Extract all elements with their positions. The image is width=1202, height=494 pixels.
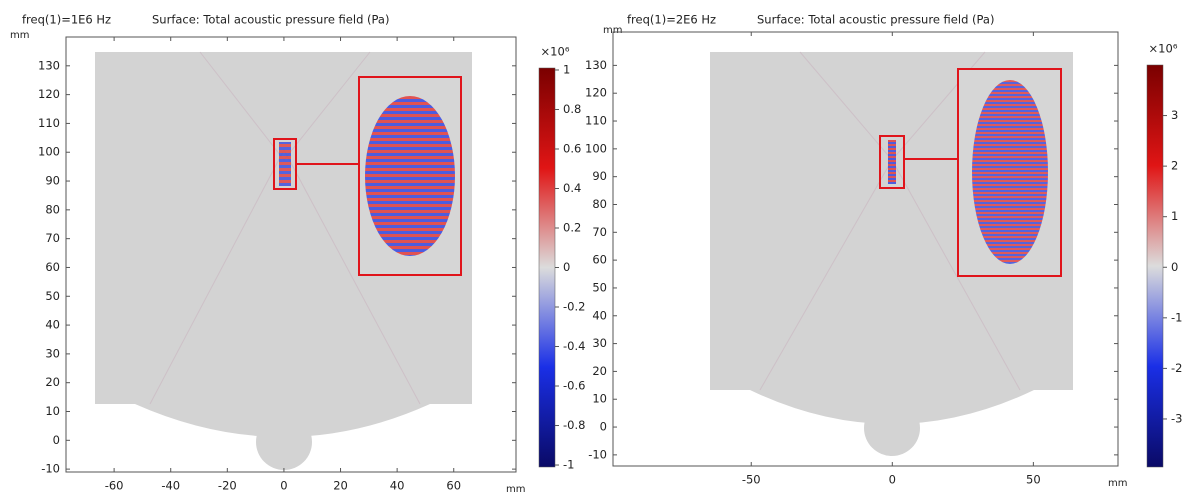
y-tick-label: 90 [592,169,607,183]
colorbar-tick-label: 0.8 [563,102,581,116]
x-tick-label: 60 [446,479,461,493]
y-tick-label: 30 [45,346,60,360]
y-axis-label: mm [603,25,622,36]
y-tick-label: 130 [38,58,60,72]
y-tick-label: 40 [592,308,607,322]
colorbar-tick-label: 0 [1171,260,1178,274]
plot-frame [65,36,517,473]
colorbar-multiplier: ×10⁶ [1149,42,1178,56]
title: freq(1)=2E6 Hz [627,13,716,27]
y-tick-label: -10 [41,462,60,476]
x-tick-label: -40 [161,479,180,493]
x-tick-label: -20 [218,479,237,493]
colorbar-tick-label: -0.6 [563,379,585,393]
colorbar-tick-label: 0.6 [563,141,581,155]
colorbar-tick-label: -0.4 [563,339,585,353]
colorbar-tick-label: -3 [1171,411,1182,425]
subtitle: Surface: Total acoustic pressure field (… [152,13,389,27]
y-tick-label: 50 [592,280,607,294]
y-tick-label: 30 [592,336,607,350]
x-tick-label: -60 [105,479,124,493]
y-tick-label: 110 [38,116,60,130]
y-tick-label: 70 [592,225,607,239]
y-axis-label: mm [10,30,29,41]
x-tick-label: 0 [280,479,287,493]
y-tick-label: 130 [585,58,607,72]
colorbar-tick-label: 3 [1171,108,1178,122]
y-tick-label: 80 [592,197,607,211]
y-tick-label: 20 [45,375,60,389]
domain [95,51,472,470]
y-tick-label: 80 [45,202,60,216]
colorbar-tick-label: -1 [1171,310,1182,324]
y-tick-label: 70 [45,231,60,245]
colorbar [1146,64,1164,468]
y-tick-label: -10 [588,447,607,461]
title: freq(1)=1E6 Hz [22,13,111,27]
y-tick-label: 100 [585,141,607,155]
x-tick-label: 50 [1026,473,1041,487]
x-tick-label: -50 [742,473,761,487]
colorbar-tick-label: 1 [1171,209,1178,223]
y-tick-label: 60 [592,253,607,267]
colorbar-tick-label: 0.4 [563,181,581,195]
x-tick-label: 0 [889,473,896,487]
colorbar-tick-label: -2 [1171,361,1182,375]
y-tick-label: 0 [600,420,607,434]
y-tick-label: 40 [45,318,60,332]
domain [710,51,1073,456]
colorbar-tick-label: 0.2 [563,220,581,234]
y-tick-label: 90 [45,174,60,188]
y-tick-label: 0 [53,433,60,447]
y-tick-label: 20 [592,364,607,378]
x-tick-label: 40 [390,479,405,493]
x-tick-label: 20 [333,479,348,493]
x-axis-label: mm [506,484,525,494]
colorbar-tick-label: -0.8 [563,418,585,432]
colorbar [538,67,556,468]
y-tick-label: 110 [585,114,607,128]
colorbar-tick-label: -1 [563,458,574,472]
y-tick-label: 50 [45,289,60,303]
y-tick-label: 10 [45,404,60,418]
colorbar-tick-label: 1 [563,62,570,76]
colorbar-multiplier: ×10⁶ [541,45,570,59]
y-tick-label: 120 [38,87,60,101]
colorbar-tick-label: 0 [563,260,570,274]
plot-frame [612,31,1119,467]
y-tick-label: 60 [45,260,60,274]
y-tick-label: 120 [585,86,607,100]
x-axis-label: mm [1108,478,1127,489]
y-tick-label: 100 [38,145,60,159]
colorbar-tick-label: 2 [1171,159,1178,173]
y-tick-label: 10 [592,392,607,406]
colorbar-tick-label: -0.2 [563,300,585,314]
subtitle: Surface: Total acoustic pressure field (… [757,13,994,27]
